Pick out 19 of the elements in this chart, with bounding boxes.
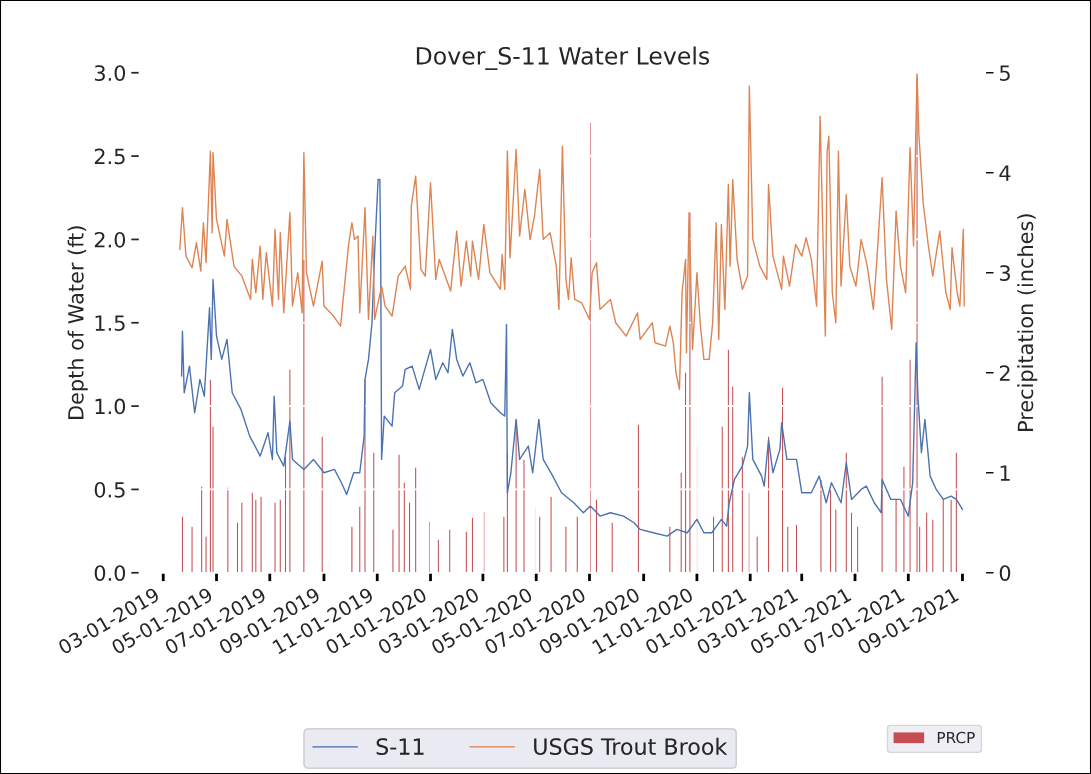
legend-label: PRCP: [937, 731, 975, 744]
y-tick-label: 1.0: [95, 398, 126, 415]
y-tick-label: 2.5: [94, 148, 125, 165]
legend-label: USGS Trout Brook: [534, 737, 728, 755]
y-tick-label: 0.5: [94, 481, 125, 498]
y2-tick-label: 5: [999, 65, 1010, 81]
y2-tick-label: 4: [999, 165, 1011, 181]
y-axis-title: Depth of Water (ft): [67, 226, 88, 419]
y-tick-label: 2.0: [94, 231, 126, 248]
y2-tick-label: 3: [999, 265, 1010, 281]
y2-tick-label: 1: [1000, 465, 1010, 481]
y2-tick-label: 0: [999, 565, 1011, 581]
y-tick-label: 1.5: [95, 315, 125, 331]
legend-label: S-11: [376, 738, 424, 755]
y2-tick-label: 2: [999, 365, 1010, 381]
y2-axis-title: Precipitation (inches): [1017, 214, 1038, 431]
chart-title: Dover_S-11 Water Levels: [416, 46, 710, 70]
y-tick-label: 3.0: [94, 65, 126, 81]
y-tick-label: 0.0: [94, 565, 126, 581]
